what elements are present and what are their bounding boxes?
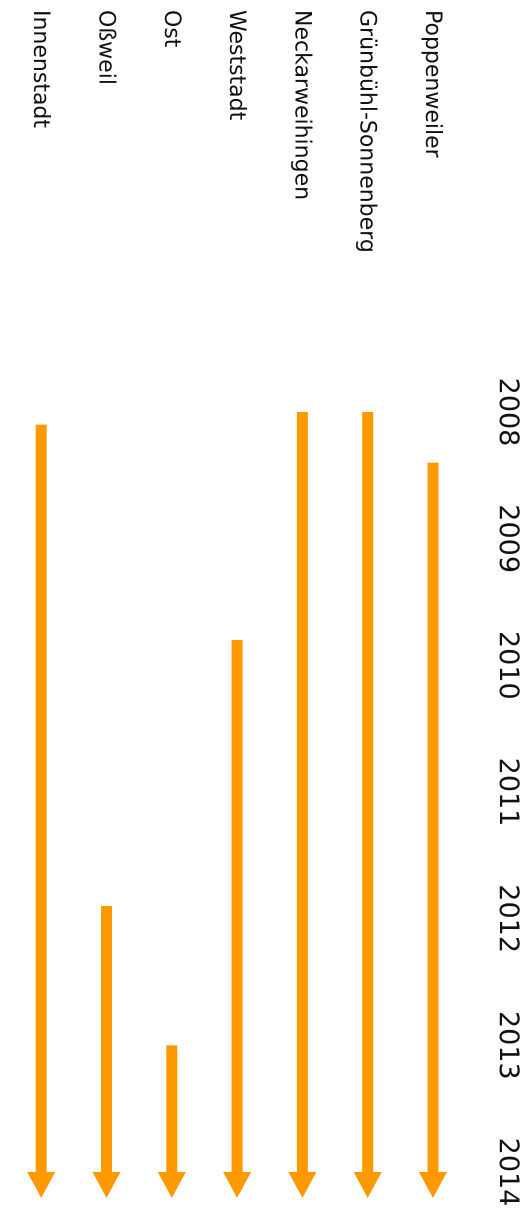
arrows-layer [27,412,447,1198]
arrow-head [419,1172,447,1198]
category-label: Oßweil [94,10,119,85]
x-tick-label: 2013 [493,1011,524,1080]
arrow-head [27,1172,56,1198]
arrow-shaft [427,462,439,1174]
arrow-shaft [362,412,374,1173]
arrow-oßweil [92,906,121,1198]
x-tick-label: 2009 [493,504,524,573]
category-label: Neckarweihingen [289,10,314,200]
arrow-neckarweihingen [288,412,317,1198]
arrow-head [288,1172,317,1198]
arrow-shaft [296,412,308,1173]
arrow-ost [157,1045,186,1198]
category-label: Ost [159,10,184,48]
arrow-weststadt [223,640,252,1198]
x-tick-label: 2010 [493,631,524,700]
x-tick-label: 2014 [493,1138,524,1207]
arrow-shaft [101,906,112,1173]
arrow-head [92,1172,121,1198]
category-label: Grünbühl-Sonnenberg [355,10,380,253]
arrow-head [353,1172,382,1198]
arrow-shaft [35,424,47,1174]
x-axis-tick-labels: 2008 2009 2010 2011 2012 2013 2014 [493,378,524,1207]
category-label: Innenstadt [28,10,53,128]
arrow-innenstadt [27,424,56,1198]
x-tick-label: 2011 [493,758,524,827]
arrow-shaft [166,1045,178,1173]
arrow-head [157,1172,186,1198]
arrow-poppenweiler [419,462,447,1198]
category-label: Poppenweiler [420,10,445,159]
category-label: Weststadt [224,10,249,121]
arrow-shaft [231,640,243,1173]
category-labels: Poppenweiler Grünbühl-Sonnenberg Neckarwei… [28,10,445,253]
arrow-grünbühl-sonnenberg [353,412,382,1198]
x-tick-label: 2012 [493,884,524,953]
arrow-head [223,1172,252,1198]
x-tick-label: 2008 [493,378,524,447]
